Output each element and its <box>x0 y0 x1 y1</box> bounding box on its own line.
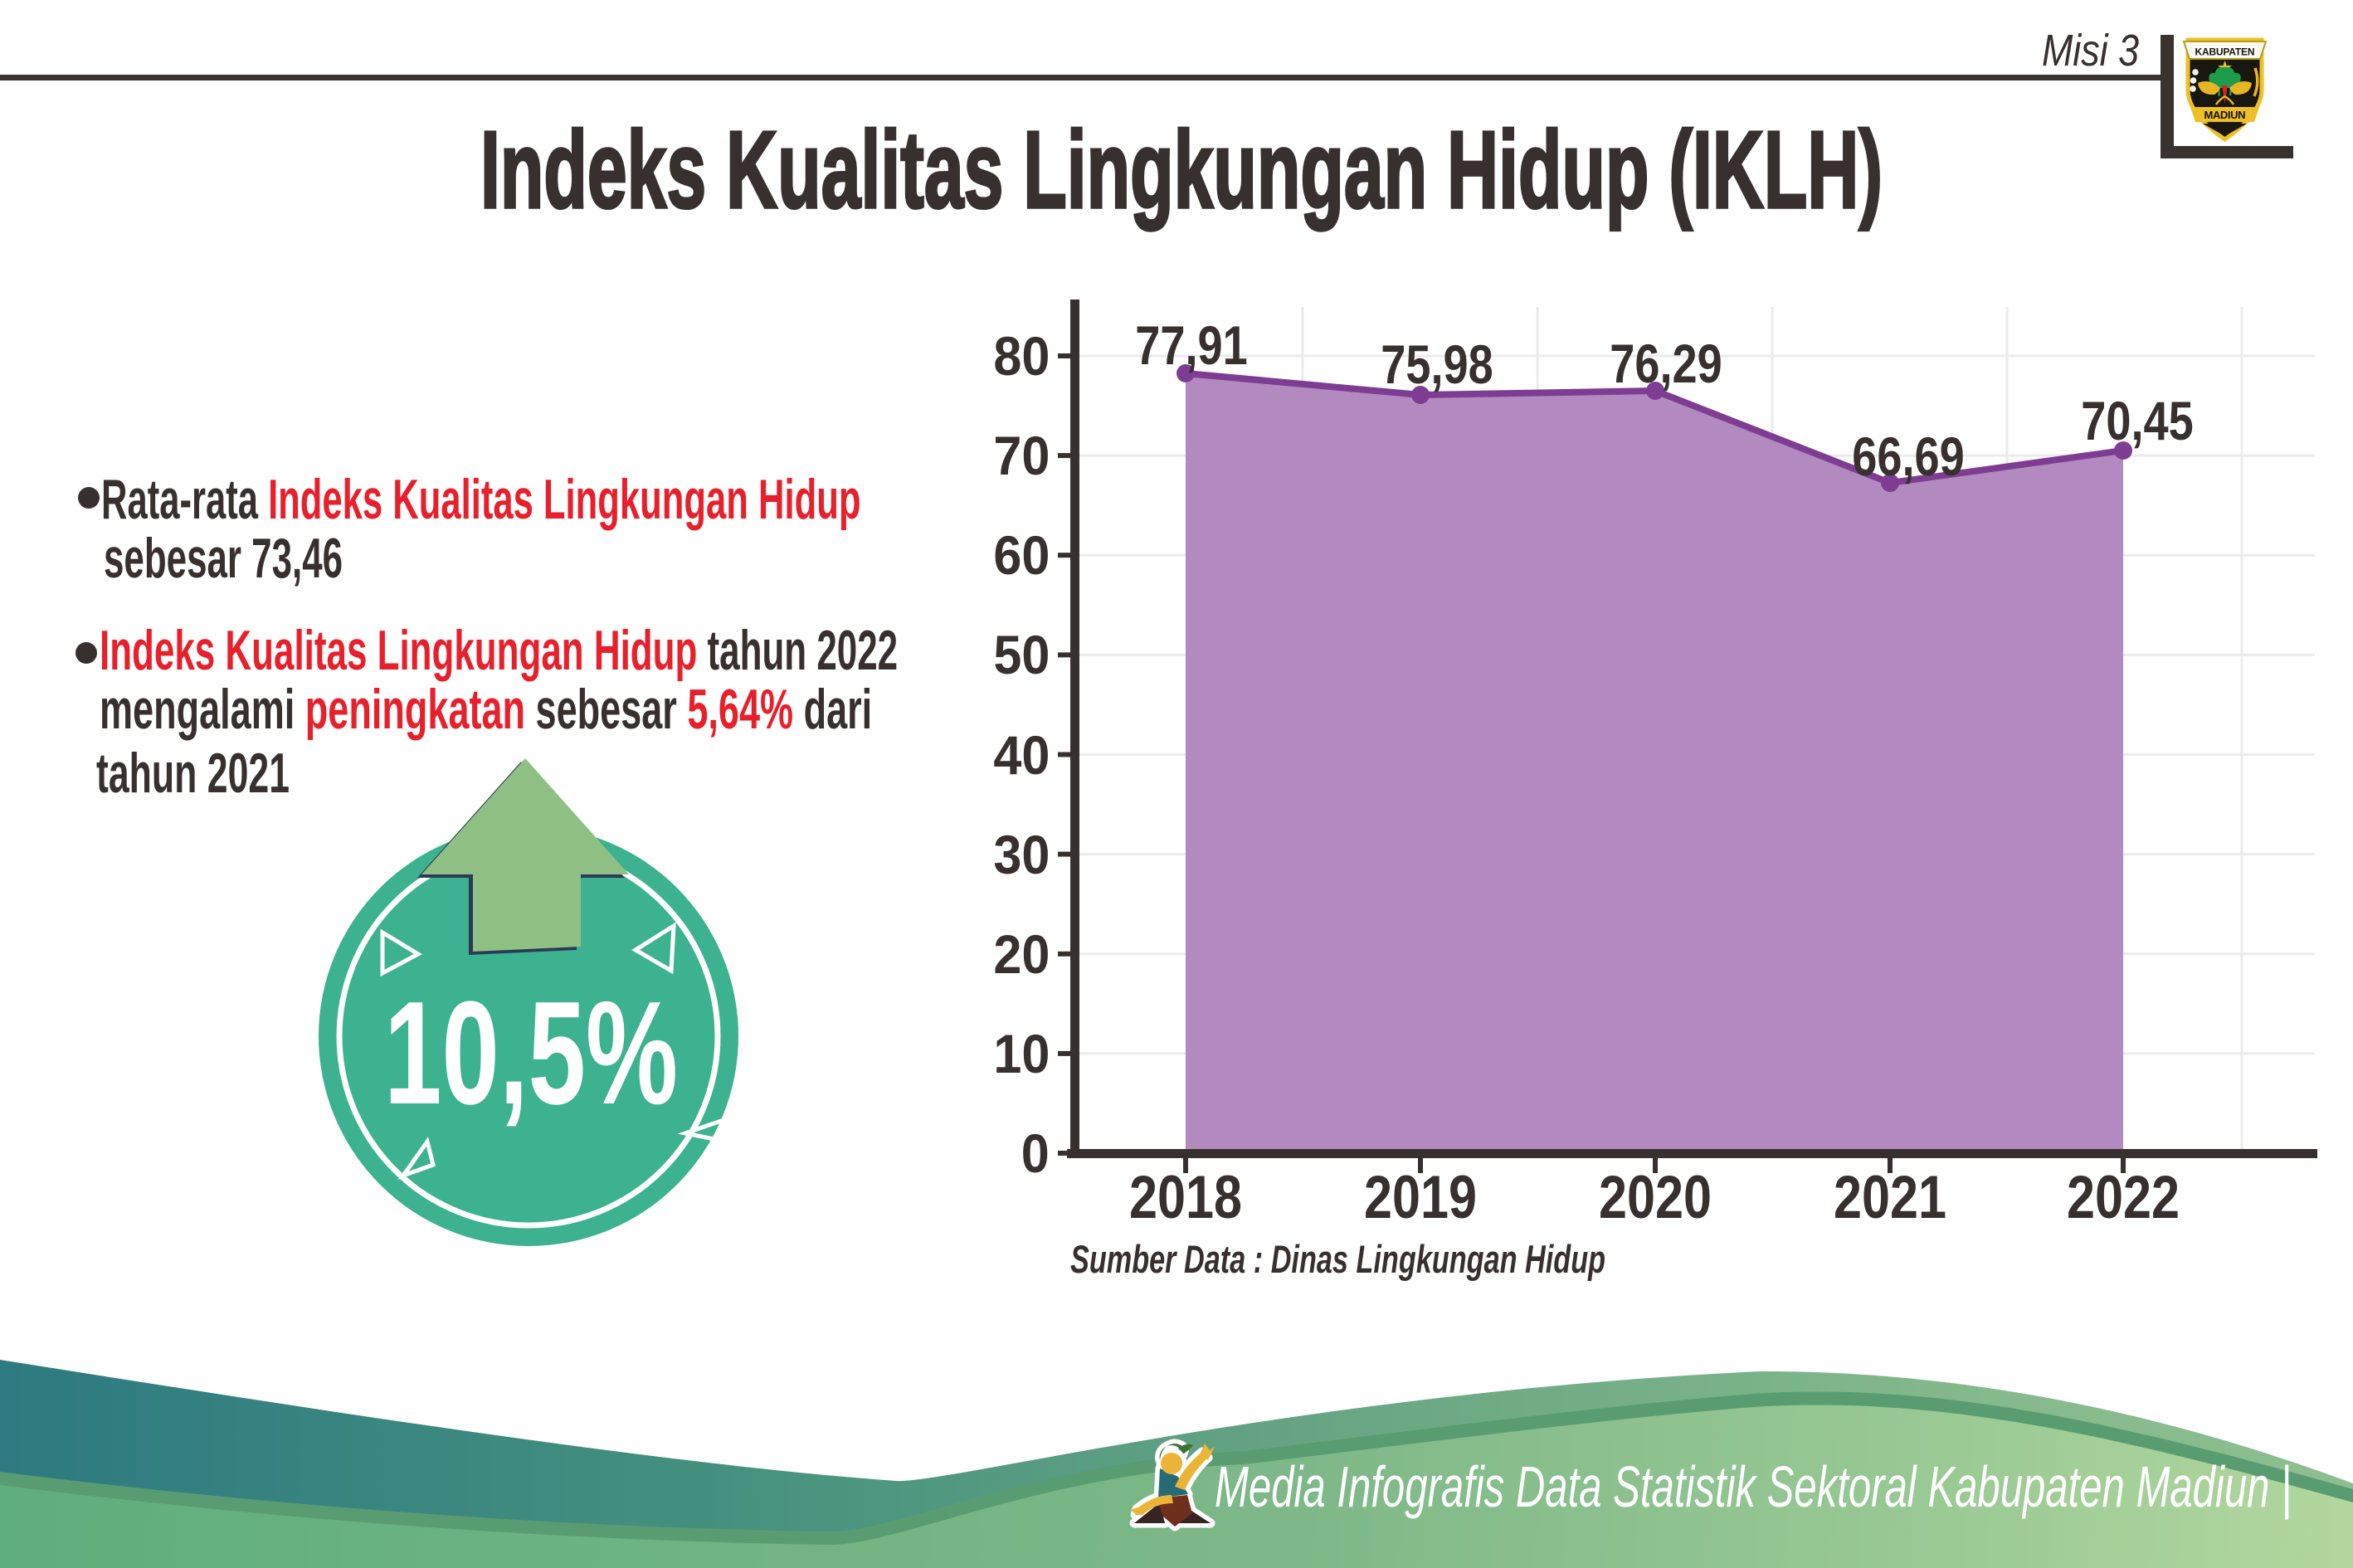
svg-text:MADIUN: MADIUN <box>2204 109 2246 121</box>
svg-text:KABUPATEN: KABUPATEN <box>2195 46 2255 58</box>
